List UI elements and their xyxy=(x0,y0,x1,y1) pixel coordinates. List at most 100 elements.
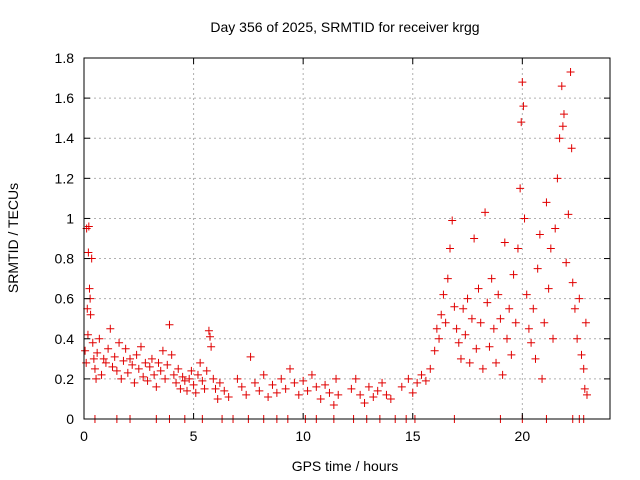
data-point xyxy=(215,378,224,387)
data-point xyxy=(450,302,459,311)
data-point xyxy=(558,122,567,131)
data-point xyxy=(557,82,566,91)
y-tick-label: 0 xyxy=(66,411,74,427)
data-point xyxy=(277,374,286,383)
data-point xyxy=(123,368,132,377)
data-point xyxy=(237,382,246,391)
data-point xyxy=(579,364,588,373)
data-point xyxy=(413,378,422,387)
data-point xyxy=(83,330,92,339)
data-point xyxy=(448,216,457,225)
data-point xyxy=(325,388,334,397)
data-point xyxy=(176,384,185,393)
data-point xyxy=(85,284,94,293)
data-point xyxy=(439,290,448,299)
data-point xyxy=(213,394,222,403)
data-point xyxy=(312,382,321,391)
data-point xyxy=(437,310,446,319)
data-point xyxy=(128,360,137,369)
data-point xyxy=(531,354,540,363)
y-tick-label: 1.2 xyxy=(55,170,75,186)
data-point xyxy=(83,304,92,313)
data-point xyxy=(432,324,441,333)
data-point xyxy=(494,290,503,299)
data-point xyxy=(154,358,163,367)
data-point xyxy=(202,366,211,375)
data-point xyxy=(356,390,365,399)
data-point xyxy=(446,244,455,253)
data-point xyxy=(185,374,194,383)
data-point xyxy=(435,334,444,343)
data-point xyxy=(369,392,378,401)
x-tick-label: 0 xyxy=(80,428,88,444)
plot-frame xyxy=(83,57,611,420)
data-point xyxy=(115,338,124,347)
data-point xyxy=(520,214,529,223)
data-point xyxy=(303,386,312,395)
data-point xyxy=(158,346,167,355)
data-point xyxy=(549,334,558,343)
data-point xyxy=(502,334,511,343)
chart-title: Day 356 of 2025, SRMTID for receiver krg… xyxy=(210,19,479,35)
data-point xyxy=(421,376,430,385)
y-tick-label: 1.6 xyxy=(55,90,75,106)
data-point xyxy=(189,380,198,389)
data-point xyxy=(551,224,560,233)
data-point xyxy=(180,376,189,385)
data-point xyxy=(470,234,479,243)
x-axis-label: GPS time / hours xyxy=(292,458,399,474)
data-point xyxy=(465,358,474,367)
data-point xyxy=(459,304,468,313)
y-axis-label: SRMTID / TECUs xyxy=(5,183,21,293)
data-point xyxy=(165,320,174,329)
y-tick-label: 0.6 xyxy=(55,291,75,307)
data-point xyxy=(582,390,591,399)
data-point xyxy=(332,374,341,383)
data-point xyxy=(509,270,518,279)
data-point xyxy=(580,384,589,393)
data-point xyxy=(207,342,216,351)
data-point xyxy=(443,274,452,283)
data-point xyxy=(99,354,108,363)
data-point xyxy=(575,294,584,303)
data-point xyxy=(130,378,139,387)
data-point xyxy=(169,370,178,379)
data-point xyxy=(84,222,93,231)
data-point xyxy=(106,324,115,333)
data-point xyxy=(516,184,525,193)
data-point xyxy=(559,110,568,119)
data-point xyxy=(461,330,470,339)
data-point xyxy=(101,358,110,367)
data-point xyxy=(161,374,170,383)
data-point xyxy=(474,284,483,293)
data-point xyxy=(126,354,135,363)
data-point xyxy=(95,334,104,343)
data-point xyxy=(187,366,196,375)
x-tick-label: 10 xyxy=(295,428,311,444)
data-point xyxy=(183,386,192,395)
data-point xyxy=(334,390,343,399)
data-point xyxy=(498,370,507,379)
data-point xyxy=(220,386,229,395)
y-tick-label: 1.4 xyxy=(55,130,75,146)
data-point xyxy=(108,362,117,371)
data-point xyxy=(290,378,299,387)
data-point xyxy=(553,174,562,183)
data-point xyxy=(513,244,522,253)
data-point xyxy=(538,374,547,383)
y-tick-label: 0.8 xyxy=(55,251,75,267)
data-point xyxy=(518,78,527,87)
data-point xyxy=(517,118,526,127)
data-point xyxy=(88,338,97,347)
data-point xyxy=(139,372,148,381)
data-point xyxy=(408,388,417,397)
data-point xyxy=(112,366,121,375)
data-point xyxy=(196,358,205,367)
data-point xyxy=(544,284,553,293)
x-tick-label: 20 xyxy=(515,428,531,444)
data-point xyxy=(382,390,391,399)
data-point xyxy=(90,364,99,373)
data-point xyxy=(329,400,338,409)
data-point xyxy=(378,378,387,387)
data-point xyxy=(264,392,273,401)
